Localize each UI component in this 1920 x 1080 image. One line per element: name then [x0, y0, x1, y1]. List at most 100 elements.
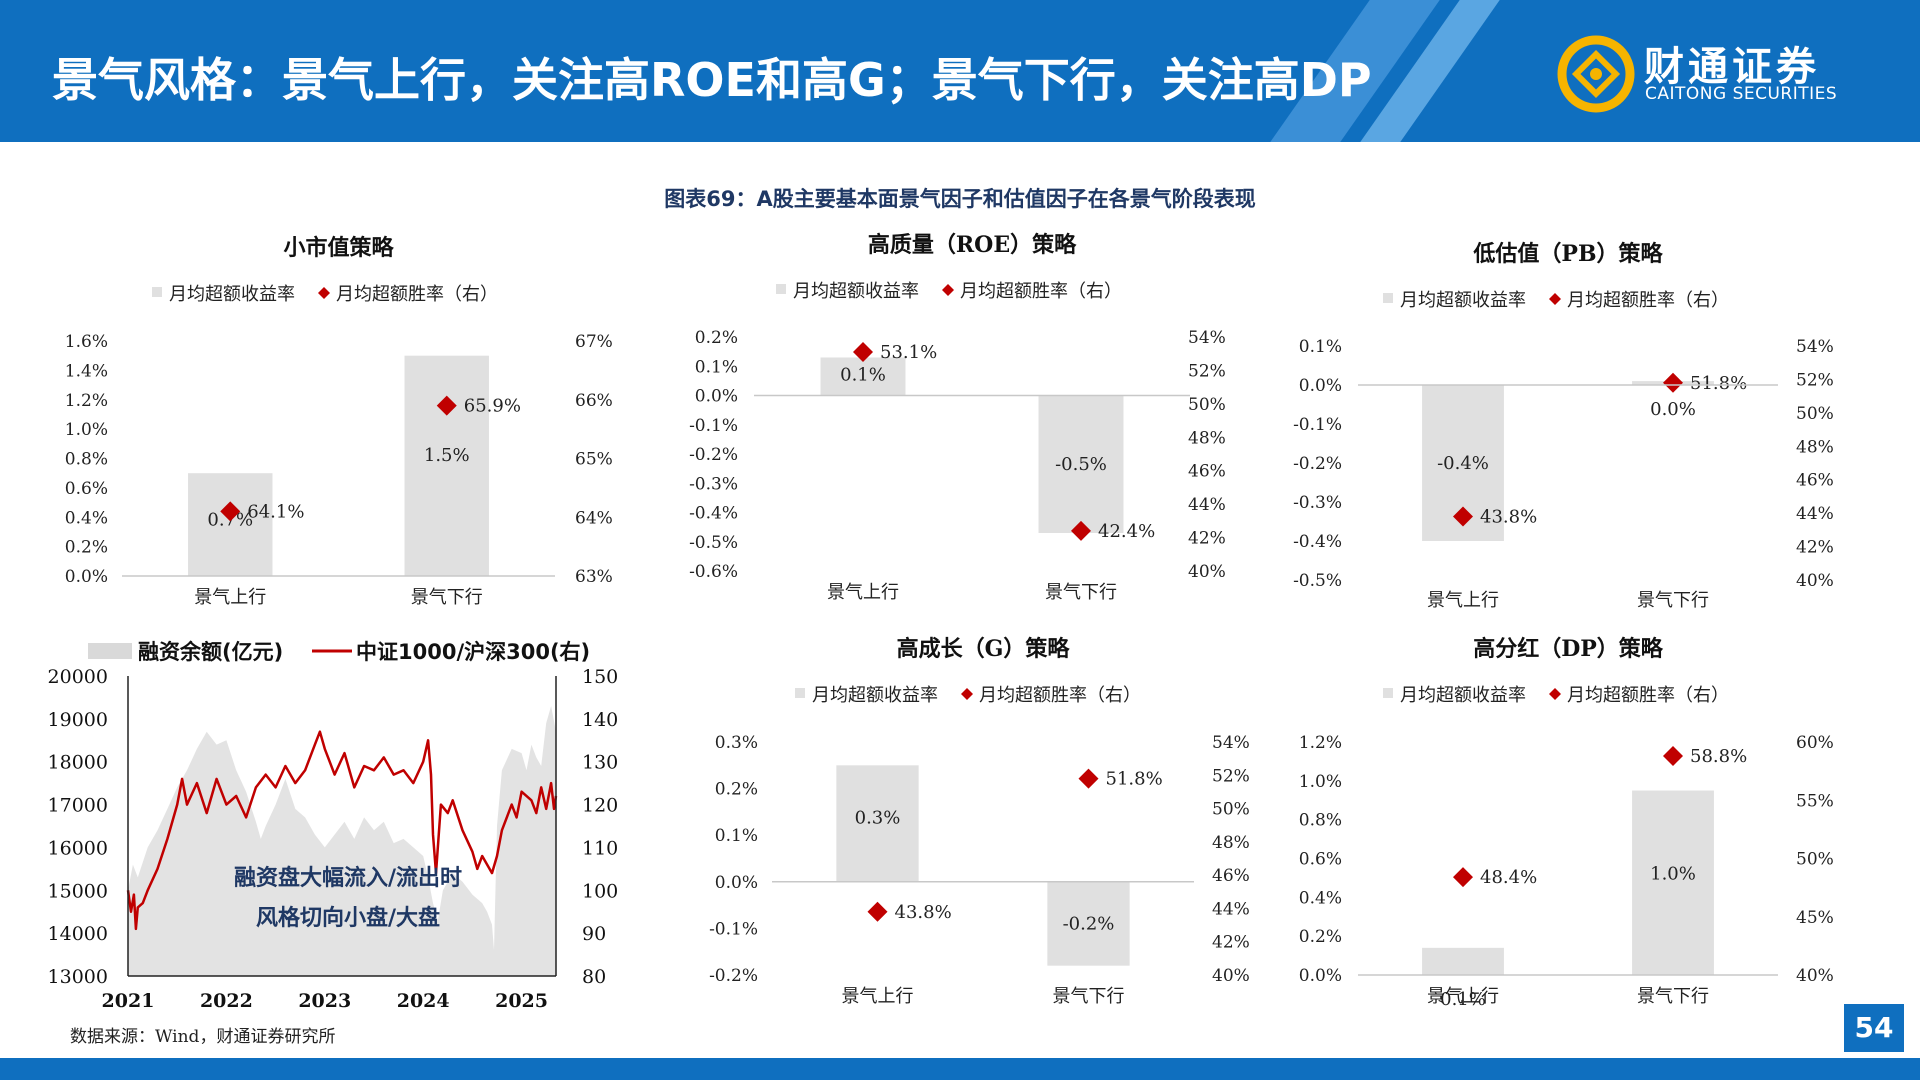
- chart-title: 高分红（DP）策略: [1473, 636, 1664, 662]
- y-tick-label: 0.0%: [65, 567, 108, 587]
- y2-tick-label: 67%: [575, 332, 613, 352]
- legend-label-ratio: 中证1000/沪深300(右): [356, 640, 590, 664]
- footer-bar: [0, 1058, 1920, 1080]
- y2-tick-label: 48%: [1796, 437, 1834, 457]
- legend-diamond-icon: [1549, 688, 1561, 700]
- y2-tick-label: 65%: [575, 450, 613, 470]
- y-tick-label: 0.8%: [1299, 811, 1342, 831]
- y2-tick-label: 60%: [1796, 733, 1834, 753]
- y-tick-label: -0.6%: [689, 562, 738, 582]
- chart-title: 高成长（G）策略: [897, 636, 1071, 662]
- category-label: 景气上行: [1427, 590, 1499, 611]
- y-tick-label: 1.0%: [1299, 772, 1342, 792]
- bar-value-label: 0.3%: [855, 808, 901, 829]
- legend-label-return: 月均超额收益率: [793, 281, 919, 302]
- category-label: 景气下行: [1053, 986, 1125, 1007]
- y-tick-label: 0.1%: [715, 826, 758, 846]
- y-tick-label: 0.1%: [695, 357, 738, 377]
- winrate-value-label: 43.8%: [1480, 506, 1537, 527]
- winrate-point: [1663, 372, 1683, 393]
- y2-tick-label: 44%: [1796, 504, 1834, 524]
- y-tick-label: 0.2%: [1299, 927, 1342, 947]
- legend-label-winrate: 月均超额胜率（右）: [979, 685, 1141, 706]
- category-label: 景气上行: [827, 582, 899, 603]
- legend-area-swatch: [88, 643, 132, 659]
- winrate-point: [220, 501, 241, 522]
- y2-tick-label: 64%: [575, 508, 613, 528]
- winrate-value-label: 65.9%: [464, 396, 521, 417]
- y2-tick-label: 42%: [1188, 529, 1226, 549]
- logo-english-text: CAITONG SECURITIES: [1645, 84, 1838, 104]
- y-tick-label: -0.3%: [1293, 493, 1342, 513]
- bar-value-label: -0.5%: [1055, 454, 1107, 475]
- winrate-value-label: 53.1%: [880, 342, 937, 363]
- winrate-point: [436, 395, 457, 416]
- y2-tick-label: 45%: [1796, 908, 1834, 928]
- y2-tick-label: 63%: [575, 567, 613, 587]
- y2-tick-label: 50%: [1796, 850, 1834, 870]
- y-tick-label: 0.8%: [65, 450, 108, 470]
- y2-tick-label: 50%: [1188, 395, 1226, 415]
- y-tick-label: 14000: [48, 923, 108, 945]
- page-number: 54: [1844, 1004, 1904, 1052]
- y2-tick-label: 110: [582, 837, 618, 859]
- ratio-series-line: [126, 730, 558, 931]
- winrate-point: [867, 901, 888, 922]
- data-source: 数据来源：Wind，财通证券研究所: [70, 1027, 336, 1047]
- chart-annotation-line2: 风格切向小盘/大盘: [256, 905, 440, 931]
- y-tick-label: -0.5%: [689, 533, 738, 553]
- winrate-value-label: 58.8%: [1690, 746, 1747, 767]
- logo-emblem-icon: [1557, 35, 1635, 113]
- header-bar: 景气风格：景气上行，关注高ROE和高G；景气下行，关注高DP 财通证券 CAIT…: [0, 0, 1920, 142]
- y-tick-label: 0.2%: [65, 538, 108, 558]
- bar-value-label: 0.1%: [840, 365, 886, 386]
- y-tick-label: 0.2%: [715, 780, 758, 800]
- y2-tick-label: 40%: [1188, 562, 1226, 582]
- y2-tick-label: 54%: [1188, 328, 1226, 348]
- y-tick-label: 15000: [48, 880, 108, 902]
- winrate-value-label: 64.1%: [247, 501, 304, 522]
- legend-bar-swatch: [776, 284, 786, 294]
- y-tick-label: 0.0%: [1299, 966, 1342, 986]
- bar-value-label: 0.1%: [1440, 989, 1486, 1010]
- figure-title: 图表69：A股主要基本面景气因子和估值因子在各景气阶段表现: [664, 187, 1256, 211]
- y-tick-label: 0.6%: [1299, 850, 1342, 870]
- y2-tick-label: 52%: [1188, 361, 1226, 381]
- y-tick-label: -0.1%: [709, 919, 758, 939]
- y2-tick-label: 120: [582, 795, 618, 817]
- y-tick-label: -0.3%: [689, 474, 738, 494]
- chart-title: 低估值（PB）策略: [1472, 241, 1663, 267]
- y2-tick-label: 50%: [1796, 404, 1834, 424]
- y2-tick-label: 54%: [1796, 337, 1834, 357]
- y-tick-label: 19000: [48, 709, 108, 731]
- category-label: 景气下行: [1045, 582, 1117, 603]
- category-label: 景气上行: [842, 986, 914, 1007]
- company-logo: 财通证券 CAITONG SECURITIES: [1556, 34, 1886, 114]
- y2-tick-label: 46%: [1188, 462, 1226, 482]
- bar: [836, 765, 919, 882]
- y-tick-label: 0.0%: [715, 873, 758, 893]
- bar-value-label: 1.0%: [1650, 864, 1696, 885]
- chart-title: 小市值策略: [283, 235, 394, 261]
- winrate-point: [853, 342, 873, 363]
- y-tick-label: 0.2%: [695, 328, 738, 348]
- y2-tick-label: 66%: [575, 391, 613, 411]
- y-tick-label: 1.2%: [1299, 733, 1342, 753]
- y-tick-label: -0.1%: [689, 416, 738, 436]
- legend-label-return: 月均超额收益率: [169, 284, 295, 305]
- category-label: 景气下行: [1637, 986, 1709, 1007]
- legend-diamond-icon: [1549, 293, 1561, 305]
- y-tick-label: 1.2%: [65, 391, 108, 411]
- margin-balance-area: [128, 706, 556, 976]
- y-tick-label: 0.0%: [695, 387, 738, 407]
- legend-diamond-icon: [961, 688, 973, 700]
- y2-tick-label: 48%: [1188, 428, 1226, 448]
- y2-tick-label: 52%: [1796, 370, 1834, 390]
- y-tick-label: 0.1%: [1299, 337, 1342, 357]
- y-tick-label: 1.4%: [65, 361, 108, 381]
- y2-tick-label: 40%: [1796, 966, 1834, 986]
- category-label: 景气上行: [1427, 986, 1499, 1007]
- y-tick-label: 1.6%: [65, 332, 108, 352]
- bar: [1422, 947, 1504, 975]
